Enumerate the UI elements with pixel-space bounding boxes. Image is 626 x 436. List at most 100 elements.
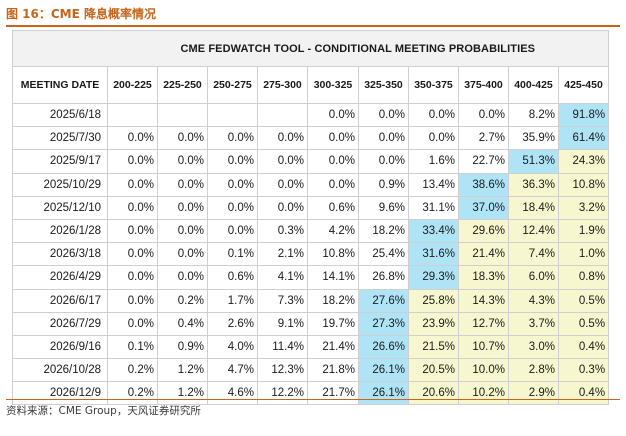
- probability-cell: 1.2%: [157, 381, 208, 406]
- table-row: 2025/9/17 0.0% 0.0% 0.0% 0.0% 0.0% 0.0% 1.6% 22.…: [12, 149, 610, 174]
- probability-cell: 4.6%: [207, 381, 258, 406]
- table-banner-row: CME FEDWATCH TOOL - CONDITIONAL MEETING …: [12, 30, 610, 67]
- figure-title: 图 16：CME 降息概率情况: [6, 7, 157, 21]
- probability-cell: 18.3%: [458, 265, 509, 290]
- probability-cell: 0.0%: [307, 149, 359, 174]
- table-row: 2026/3/18 0.0% 0.0% 0.1% 2.1% 10.8% 25.4% 31.6%…: [12, 242, 610, 267]
- probability-cell: 0.0%: [408, 126, 459, 151]
- probability-cell: 12.3%: [257, 358, 308, 383]
- probability-cell: 1.0%: [557, 242, 610, 267]
- probability-cell: 0.0%: [358, 149, 409, 174]
- probability-cell: 1.7%: [207, 288, 258, 313]
- column-header-rate-range: 250-275: [207, 66, 258, 104]
- probability-cell: 0.0%: [207, 172, 258, 197]
- probability-cell: 0.6%: [307, 195, 359, 220]
- probability-cell: 0.1%: [207, 242, 258, 267]
- probability-cell: 0.0%: [107, 172, 158, 197]
- probability-cell: 7.4%: [508, 242, 559, 267]
- table-row: 2025/12/10 0.0% 0.0% 0.0% 0.0% 0.6% 9.6% 31.1% 3…: [12, 195, 610, 220]
- column-header-rate-range: 325-350: [358, 66, 409, 104]
- column-header-meeting-date: MEETING DATE: [12, 66, 108, 104]
- meeting-date-cell: 2025/6/18: [12, 102, 108, 128]
- probability-cell: 21.5%: [408, 334, 459, 360]
- probability-cell: 0.6%: [207, 265, 258, 290]
- probability-cell: 2.6%: [207, 311, 258, 336]
- probability-cell: 0.9%: [157, 334, 208, 360]
- probability-cell: 1.6%: [408, 149, 459, 174]
- meeting-date-cell: 2025/10/29: [12, 172, 108, 197]
- probability-cell: 51.3%: [508, 149, 559, 174]
- probability-cell: 0.5%: [557, 311, 610, 336]
- probability-cell: 0.4%: [557, 334, 610, 360]
- meeting-date-cell: 2026/9/16: [12, 334, 108, 360]
- probability-cell: 0.0%: [107, 311, 158, 336]
- probability-cell: 0.3%: [257, 218, 308, 244]
- table-row: 2025/7/30 0.0% 0.0% 0.0% 0.0% 0.0% 0.0% 0.0% 2.7…: [12, 126, 610, 151]
- probability-cell: 0.1%: [107, 334, 158, 360]
- probability-cell: 21.4%: [458, 242, 509, 267]
- probability-cell: 0.0%: [358, 102, 409, 128]
- probability-cell: 0.0%: [307, 102, 359, 128]
- probability-cell: 27.6%: [358, 288, 409, 313]
- probability-cell: 3.2%: [557, 195, 610, 220]
- table-body: 2025/6/18 0.0% 0.0% 0.0% 0.0% 8.2% 91.8% 2025/7…: [12, 102, 610, 406]
- probability-cell: 26.1%: [358, 381, 409, 406]
- probability-cell: 23.9%: [408, 311, 459, 336]
- table-row: 2026/1/28 0.0% 0.0% 0.0% 0.3% 4.2% 18.2% 33.4% 2…: [12, 218, 610, 244]
- table-row: 2026/9/16 0.1% 0.9% 4.0% 11.4% 21.4% 26.6% 21.5…: [12, 334, 610, 360]
- probability-cell: 18.2%: [358, 218, 409, 244]
- probability-cell: 19.7%: [307, 311, 359, 336]
- table-row: 2026/12/9 0.2% 1.2% 4.6% 12.2% 21.7% 26.1% 20.6…: [12, 381, 610, 406]
- probability-cell: 25.8%: [408, 288, 459, 313]
- probability-cell: 11.4%: [257, 334, 308, 360]
- table-row: 2025/6/18 0.0% 0.0% 0.0% 0.0% 8.2% 91.8%: [12, 102, 610, 128]
- probability-cell: 4.0%: [207, 334, 258, 360]
- probability-cell: 3.7%: [508, 311, 559, 336]
- column-header-rate-range: 275-300: [257, 66, 308, 104]
- probability-cell: 21.4%: [307, 334, 359, 360]
- column-header-rate-range: 350-375: [408, 66, 459, 104]
- meeting-date-cell: 2026/4/29: [12, 265, 108, 290]
- probability-cell: 0.2%: [107, 381, 158, 406]
- source-rule: [6, 399, 620, 400]
- probability-cell: 26.8%: [358, 265, 409, 290]
- probability-cell: 10.7%: [458, 334, 509, 360]
- probability-cell: 21.7%: [307, 381, 359, 406]
- meeting-date-cell: 2026/10/28: [12, 358, 108, 383]
- probability-cell: 26.1%: [358, 358, 409, 383]
- probability-cell: 3.0%: [508, 334, 559, 360]
- table-banner-title: CME FEDWATCH TOOL - CONDITIONAL MEETING …: [107, 30, 610, 67]
- probability-cell: 0.0%: [157, 149, 208, 174]
- meeting-date-cell: 2026/12/9: [12, 381, 108, 406]
- probability-cell: 0.4%: [557, 381, 610, 406]
- probability-cell: 0.4%: [157, 311, 208, 336]
- table-row: 2025/10/29 0.0% 0.0% 0.0% 0.0% 0.0% 0.9% 13.4% 3…: [12, 172, 610, 197]
- probability-cell: 0.0%: [157, 242, 208, 267]
- probability-cell: [157, 102, 208, 128]
- table-row: 2026/4/29 0.0% 0.0% 0.6% 4.1% 14.1% 26.8% 29.3%…: [12, 265, 610, 290]
- probability-cell: 0.8%: [557, 265, 610, 290]
- table-row: 2026/10/28 0.2% 1.2% 4.7% 12.3% 21.8% 26.1% 20.…: [12, 358, 610, 383]
- probability-cell: 31.1%: [408, 195, 459, 220]
- probability-cell: 0.0%: [107, 126, 158, 151]
- probability-cell: 12.7%: [458, 311, 509, 336]
- probability-cell: 35.9%: [508, 126, 559, 151]
- probability-cell: 0.0%: [157, 126, 208, 151]
- probability-cell: 0.0%: [107, 242, 158, 267]
- probability-table: CME FEDWATCH TOOL - CONDITIONAL MEETING …: [12, 30, 610, 406]
- probability-cell: 0.0%: [408, 102, 459, 128]
- probability-cell: 10.2%: [458, 381, 509, 406]
- probability-cell: [207, 102, 258, 128]
- probability-cell: 0.0%: [157, 195, 208, 220]
- meeting-date-cell: 2025/12/10: [12, 195, 108, 220]
- probability-cell: 0.0%: [107, 195, 158, 220]
- probability-cell: 27.3%: [358, 311, 409, 336]
- probability-cell: 0.0%: [207, 218, 258, 244]
- probability-cell: 26.6%: [358, 334, 409, 360]
- probability-cell: 2.7%: [458, 126, 509, 151]
- probability-cell: 0.0%: [458, 102, 509, 128]
- meeting-date-cell: 2026/7/29: [12, 311, 108, 336]
- probability-cell: 0.3%: [557, 358, 610, 383]
- probability-cell: [107, 102, 158, 128]
- probability-cell: 6.0%: [508, 265, 559, 290]
